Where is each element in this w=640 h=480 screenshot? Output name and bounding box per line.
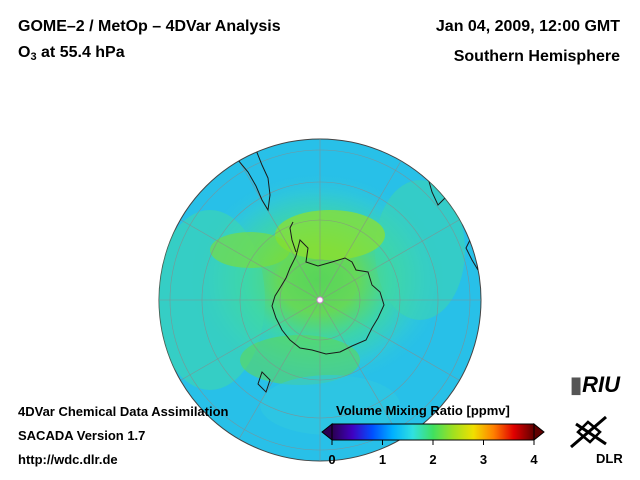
colorbar-tick-marks [331,440,535,445]
riu-logo: ▮RIU [570,372,620,398]
graticule [159,139,481,461]
analysis-datetime: Jan 04, 2009, 12:00 GMT [435,18,620,35]
colorbar-tick-label-0: 0 [328,452,336,467]
colorbar-min-arrow [321,422,333,442]
ozone-low-south [260,375,400,435]
ozone-max-west [210,232,290,268]
footer-line-1: 4DVar Chemical Data Assimilation [18,404,229,419]
species-subscript: 3 [30,51,37,63]
coastline-antarctica [271,239,385,355]
riu-logo-mark: ▮ [570,372,583,397]
colorbar [321,422,545,445]
coastline-antarctic-peninsula [289,221,297,253]
dlr-logo-text: DLR [596,451,623,466]
south-pole-marker [316,296,324,304]
globe [158,138,482,462]
pressure-level: at 55.4 hPa [36,44,125,61]
hemisphere-label: Southern Hemisphere [453,48,620,65]
species-level-label: O3 at 55.4 hPa [18,44,125,63]
species-main: O [18,44,31,61]
colorbar-tick-label-1: 1 [378,452,387,467]
colorbar-tick-label-2: 2 [429,452,437,467]
footer-line-2: SACADA Version 1.7 [18,428,146,443]
colorbar-max-arrow [533,422,545,442]
colorbar-tick-label-4: 4 [530,452,538,467]
colorbar-gradient [331,423,535,441]
riu-logo-text: RIU [582,372,620,397]
ozone-max-north [275,210,385,260]
colorbar-title: Volume Mixing Ratio [ppmv] [336,403,510,418]
coastline-new-zealand [257,371,271,393]
dlr-logo-icon [570,415,607,449]
chart-title: GOME–2 / MetOp – 4DVar Analysis [18,18,281,35]
footer-url: http://wdc.dlr.de [18,452,118,467]
ozone-lobe-south [240,335,360,385]
ozone-band-east [375,180,465,320]
colorbar-tick-label-3: 3 [479,452,488,467]
